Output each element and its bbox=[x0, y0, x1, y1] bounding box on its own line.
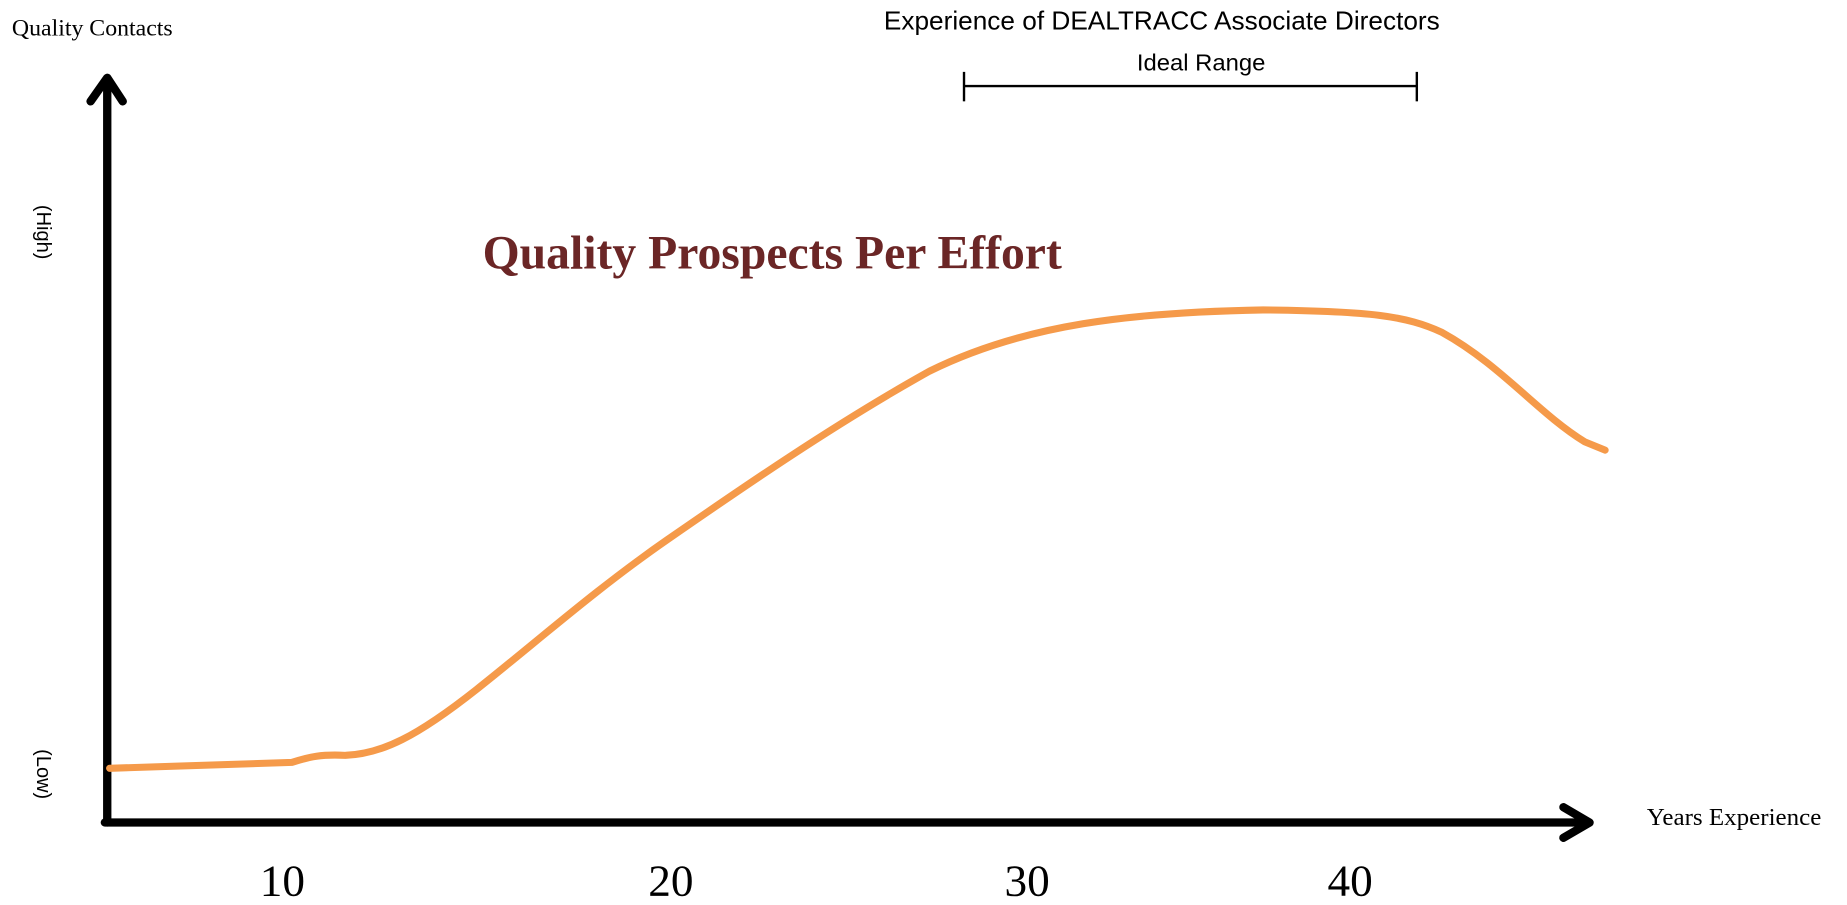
x-label: 10 bbox=[260, 856, 305, 905]
range-bracket bbox=[962, 71, 1419, 102]
x-label: 40 bbox=[1327, 856, 1372, 905]
y-high: (High) bbox=[32, 205, 54, 259]
curve-label: Quality Prospects Per Effort bbox=[483, 228, 1062, 280]
title: Experience of DEALTRACC Associate Direct… bbox=[884, 6, 1440, 36]
x-axis-label: Years Experience bbox=[1647, 804, 1822, 831]
axes bbox=[86, 73, 1594, 842]
range-label: Ideal Range bbox=[1137, 51, 1265, 77]
x-label: 20 bbox=[648, 856, 693, 905]
y-low: (Low) bbox=[32, 749, 54, 799]
y-axis-label: Quality Contacts bbox=[12, 15, 173, 41]
curve bbox=[106, 306, 1609, 772]
x-label: 30 bbox=[1005, 856, 1050, 905]
